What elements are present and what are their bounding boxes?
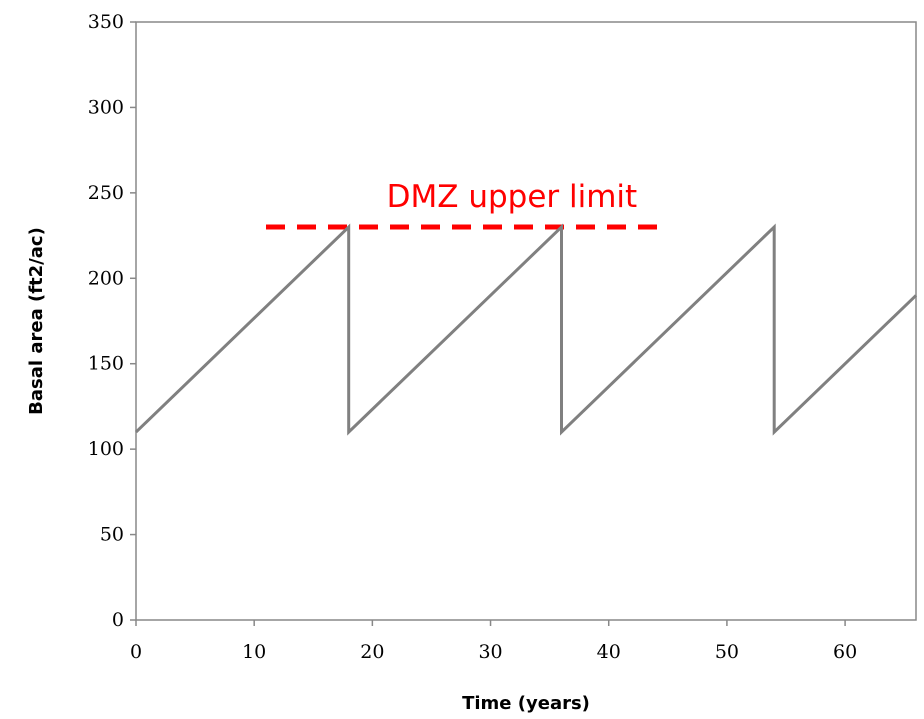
reference-lines: DMZ upper limit [266, 179, 668, 230]
dmz-upper-limit-label: DMZ upper limit [387, 179, 638, 215]
x-tick-label: 30 [478, 641, 502, 663]
x-axis-ticks: 0 10 20 30 40 50 60 [130, 620, 857, 663]
y-tick-label: 250 [88, 182, 124, 204]
y-tick-label: 300 [88, 96, 124, 118]
y-tick-label: 150 [88, 353, 124, 375]
y-tick-label: 50 [100, 524, 124, 546]
x-axis-title: Time (years) [462, 693, 590, 714]
x-tick-label: 10 [242, 641, 266, 663]
x-tick-label: 20 [360, 641, 384, 663]
y-tick-label: 200 [88, 267, 124, 289]
series-lines [134, 223, 918, 436]
y-tick-label: 0 [112, 609, 124, 631]
basal-area-series-line [134, 223, 918, 436]
x-tick-label: 40 [597, 641, 621, 663]
y-axis-ticks: 0 50 100 150 200 250 300 350 [88, 11, 136, 631]
x-tick-label: 60 [833, 641, 857, 663]
y-axis-title: Basal area (ft2/ac) [26, 227, 47, 415]
plot-area [135, 21, 917, 621]
x-tick-label: 50 [715, 641, 739, 663]
y-tick-label: 100 [88, 438, 124, 460]
x-tick-label: 0 [130, 641, 142, 663]
y-tick-label: 350 [88, 11, 124, 33]
